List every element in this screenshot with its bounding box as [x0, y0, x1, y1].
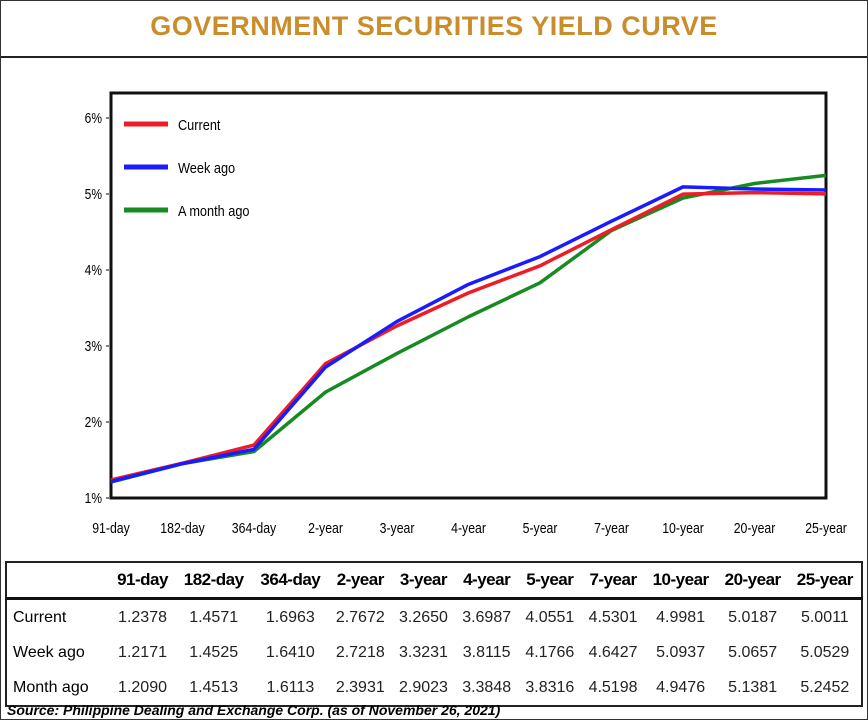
table-cell: 2.9023: [399, 678, 448, 696]
table-cell: 4.6427: [588, 643, 638, 661]
line-chart: 1% 2% 3% 4% 5% 6% 91-day 182-day 364-day 2-year 3-…: [85, 91, 847, 536]
legend-label: Week ago: [178, 159, 235, 176]
table-cell: 2.7218: [335, 643, 385, 661]
table-cell: 5.0529: [800, 643, 850, 661]
column-header: 20-year: [716, 562, 789, 600]
column-header: 2-year: [328, 562, 392, 600]
table-cell: 4.9981: [656, 608, 706, 626]
y-tick-label: 5%: [85, 186, 102, 203]
column-header: 3-year: [391, 562, 456, 600]
table-cell: 5.0011: [800, 608, 849, 626]
y-tick-label: 3%: [85, 338, 102, 355]
x-tick-label: 10-year: [662, 520, 704, 536]
legend-label: Current: [178, 116, 221, 133]
table-cell: 3.3848: [462, 678, 512, 696]
table-cell: 4.5198: [588, 678, 638, 696]
x-tick-label: 4-year: [451, 520, 486, 536]
column-header: 182-day: [175, 562, 252, 600]
chart-title: GOVERNMENT SECURITIES YIELD CURVE: [150, 11, 718, 41]
source-note: Source: Philippine Dealing and Exchange …: [7, 702, 501, 718]
table-cell: 4.5301: [588, 608, 638, 626]
table-cell: 1.6113: [266, 678, 315, 696]
x-tick-label: 182-day: [160, 520, 205, 536]
column-header: 7-year: [581, 562, 645, 600]
y-tick-label: 2%: [85, 414, 102, 431]
column-header: 4-year: [455, 562, 519, 600]
y-tick-label: 1%: [85, 490, 102, 507]
x-tick-label: 364-day: [232, 520, 277, 536]
column-header: 91-day: [109, 562, 176, 600]
table-cell: 1.4571: [189, 608, 239, 626]
table-cell: 1.4525: [189, 643, 239, 661]
yield-table: 91-day 182-day 364-day 2-year 3-year 4-year 5-…: [5, 561, 863, 707]
column-header: 25-year: [788, 562, 862, 600]
table-cell: 5.0187: [728, 608, 778, 626]
table-cell: 4.1766: [525, 643, 575, 661]
x-tick-label: 2-year: [308, 520, 343, 536]
table-cell: 5.2452: [800, 678, 850, 696]
table-cell: 2.7672: [335, 608, 385, 626]
table-cell: 1.6410: [265, 643, 315, 661]
x-tick-label: 20-year: [734, 520, 776, 536]
table-row: Week ago 1.2171 1.4525 1.6410 2.7218 3.3231 3.…: [6, 635, 862, 670]
column-header: 364-day: [252, 562, 329, 600]
table-row: Month ago 1.2090 1.4513 1.6113 2.3931 2.9023 3…: [6, 670, 862, 706]
legend-label: A month ago: [178, 202, 250, 219]
series-line-a-month-ago: [110, 173, 827, 484]
x-tick-label: 25-year: [805, 520, 847, 536]
table-cell: 5.0937: [656, 643, 706, 661]
column-header: [6, 562, 110, 600]
table-cell: 3.8316: [525, 678, 575, 696]
y-tick-label: 4%: [85, 262, 102, 279]
table-cell: 3.6987: [462, 608, 512, 626]
plot-frame: [109, 91, 828, 500]
x-tick-label: 5-year: [523, 520, 558, 536]
title-divider: [1, 56, 867, 58]
table-cell: 1.2171: [118, 643, 167, 661]
column-header: 5-year: [518, 562, 582, 600]
column-header: 10-year: [644, 562, 717, 600]
row-label: Month ago: [13, 678, 89, 696]
table-row: Current 1.2378 1.4571 1.6963 2.7672 3.2650 3.6…: [6, 599, 862, 636]
row-label: Current: [13, 608, 67, 626]
table-cell: 1.6963: [265, 608, 315, 626]
x-tick-label: 91-day: [92, 520, 130, 536]
table-cell: 3.2650: [399, 608, 448, 626]
table-cell: 5.0657: [728, 643, 778, 661]
series-line-week-ago: [110, 185, 827, 484]
table-cell: 1.4513: [189, 678, 239, 696]
row-label: Week ago: [13, 643, 85, 661]
table-cell: 4.9476: [656, 678, 706, 696]
table-cell: 1.2378: [118, 608, 167, 626]
x-tick-label: 7-year: [594, 520, 629, 536]
series-line-current: [110, 190, 827, 482]
table-cell: 3.8115: [462, 643, 511, 661]
table-cell: 4.0551: [525, 608, 575, 626]
table-cell: 2.3931: [335, 678, 385, 696]
table-header-row: 91-day 182-day 364-day 2-year 3-year 4-year 5-…: [6, 562, 862, 600]
x-tick-label: 3-year: [380, 520, 415, 536]
table-cell: 3.3231: [399, 643, 448, 661]
table-cell: 1.2090: [118, 678, 167, 696]
table-cell: 5.1381: [728, 678, 778, 696]
y-tick-label: 6%: [85, 110, 102, 127]
